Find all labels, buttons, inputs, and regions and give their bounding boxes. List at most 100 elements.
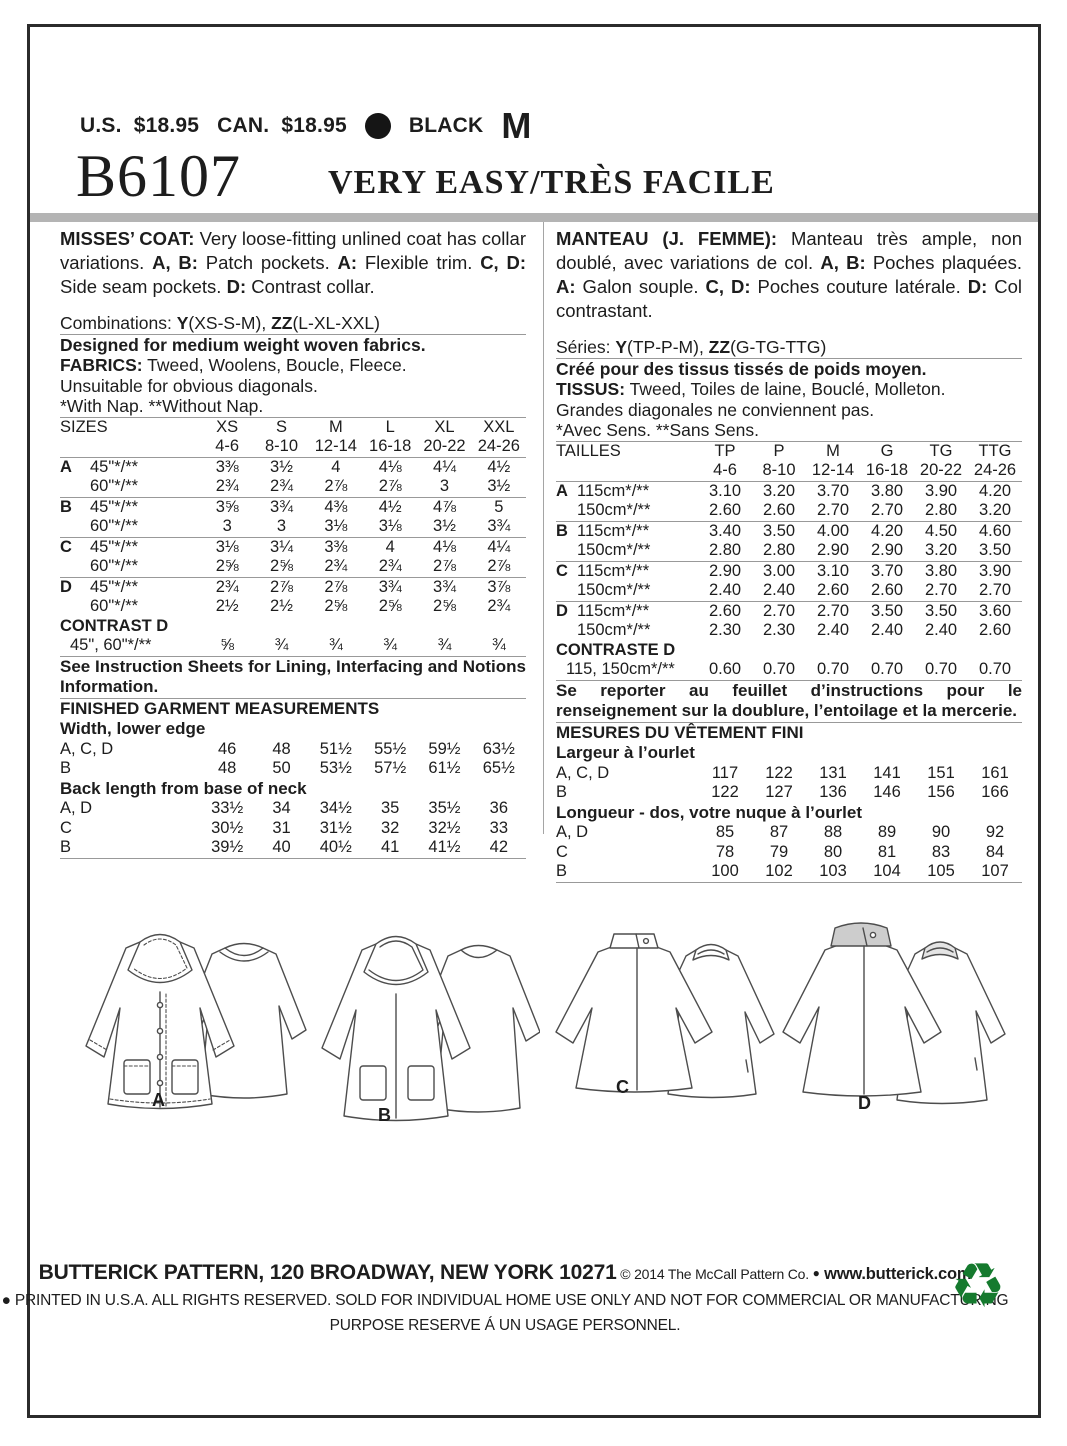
table-row: 60"*/** 2¾ 2¾ 2⅞ 2⅞ 3 3½: [60, 477, 526, 497]
table-row: 150cm*/** 2.60 2.60 2.70 2.70 2.80 3.20: [556, 501, 1022, 521]
cell: 61½: [428, 759, 461, 777]
cell: 4⅛: [378, 457, 402, 476]
yardage-group-b: B 115cm*/** 3.40 3.50 4.00 4.20 4.50 4.60 150cm…: [556, 520, 1022, 561]
cell: 3: [439, 477, 450, 495]
us-price-label: U.S. $18.95: [80, 114, 200, 137]
cell: 3.20: [978, 501, 1012, 519]
cell: 2¾: [487, 597, 511, 615]
cell: 32: [380, 818, 400, 837]
cell: 3⅜: [215, 457, 239, 476]
cell: 45", 60"*/**: [70, 636, 152, 654]
yardage-group-d: D 115cm*/** 2.60 2.70 2.70 3.50 3.50 3.60 150cm…: [556, 600, 1022, 641]
cell: A: [60, 457, 72, 476]
cell: 103: [819, 862, 847, 880]
garment-description-fr: MANTEAU (J. FEMME): Manteau très ample, …: [556, 228, 1022, 321]
yardage-group-a: A 45"*/** 3⅜ 3½ 4 4⅛ 4¼ 4½ 60"*/** 2¾ 2¾ 2⅞ 2⅞ 3 3½: [60, 456, 526, 497]
cell: 115cm*/**: [577, 521, 650, 540]
cell: 3.80: [924, 561, 958, 580]
cell: 4.50: [924, 521, 958, 540]
contrast-heading-row: CONTRASTE D: [556, 641, 1022, 661]
cell: ¾: [328, 636, 343, 654]
cell: 0.70: [870, 660, 904, 678]
cell: 51½: [319, 739, 352, 758]
table-row: A, D 85 87 88 89 90 92: [556, 823, 1022, 843]
cell: 4.60: [978, 521, 1012, 540]
cell: B: [556, 862, 568, 880]
table-row: A, C, D 46 48 51½ 55½ 59½ 63½: [60, 740, 526, 760]
table-subheader-row: 4-6 8-10 12-14 16-18 20-22 24-26: [60, 437, 526, 457]
back-length-label-en: Back length from base of neck: [60, 778, 307, 798]
cell: 4.20: [978, 481, 1012, 500]
cell: TP: [714, 441, 736, 460]
cell: 100: [711, 862, 739, 880]
cell: 0.70: [762, 660, 796, 678]
coat-a-illustration: [62, 908, 312, 1120]
cell: 2⅝: [378, 597, 402, 615]
cell: 2.60: [708, 501, 742, 519]
cell: 41½: [428, 838, 461, 856]
cell: 3: [222, 517, 232, 535]
contrast-row: 45", 60"*/** ⅝ ¾ ¾ ¾ ¾ ¾: [60, 636, 526, 656]
cell: 12-14: [314, 437, 357, 455]
cell: 81: [877, 842, 897, 861]
garment-description-en: MISSES’ COAT: Very loose-fitting unlined…: [60, 228, 527, 297]
cell: ¾: [383, 636, 398, 654]
cell: 60"*/**: [90, 597, 139, 615]
cell: 50: [272, 759, 291, 777]
table-row: C 45"*/** 3⅛ 3¼ 3⅜ 4 4⅛ 4¼: [60, 538, 526, 558]
cell: 80: [823, 842, 843, 861]
cell: 2.80: [924, 501, 958, 519]
table-row: B 122 127 136 146 156 166: [556, 783, 1022, 803]
footer-line-1: BUTTERICK PATTERN, 120 BROADWAY, NEW YOR…: [0, 1261, 1010, 1285]
cell: 3⅜: [324, 537, 348, 556]
cell: 84: [985, 842, 1005, 861]
cell: 3⅝: [215, 497, 239, 516]
cell: 107: [981, 862, 1009, 880]
table-row: 150cm*/** 2.80 2.80 2.90 2.90 3.20 3.50: [556, 541, 1022, 561]
contrast-label: CONTRAST D: [60, 616, 169, 635]
table-bottom-rule: [60, 857, 526, 859]
cell: 3.40: [708, 521, 742, 540]
cell: 2.60: [762, 501, 796, 519]
cell: 65½: [482, 759, 515, 777]
cell: 3.50: [924, 601, 958, 620]
cell: 60"*/**: [90, 557, 139, 575]
cell: C: [60, 818, 72, 837]
price-line: U.S. $18.95 CAN. $18.95 BLACK M: [80, 108, 532, 144]
view-b-label: B: [378, 1105, 391, 1125]
cell: 90: [931, 823, 951, 841]
pattern-number: B6107: [76, 143, 242, 209]
designed-line-fr: Créé pour des tissus tissés de poids moy…: [556, 357, 1022, 380]
table-header-row: SIZES XS S M L XL XXL: [60, 416, 526, 438]
cell: 2.70: [978, 581, 1012, 599]
table-row: D 115cm*/** 2.60 2.70 2.70 3.50 3.50 3.60: [556, 602, 1022, 622]
cell: A, C, D: [60, 739, 114, 758]
cell: 2.60: [978, 621, 1012, 639]
cell: 2.40: [816, 621, 850, 639]
cell: 105: [927, 862, 955, 880]
cell: 39½: [211, 838, 244, 856]
contrast-heading-row: CONTRAST D: [60, 617, 526, 637]
size-letter: M: [501, 105, 532, 146]
cell: M: [328, 417, 343, 436]
cell: 3½: [433, 517, 456, 535]
width-label-en: Width, lower edge: [60, 719, 206, 738]
table-row: A, C, D 117 122 131 141 151 161: [556, 764, 1022, 784]
cell: 3.50: [762, 521, 796, 540]
cell: 31: [272, 818, 291, 837]
cell: 2⅞: [378, 477, 402, 495]
table-bottom-rule: [556, 881, 1022, 883]
cell: 60"*/**: [90, 477, 139, 495]
cell: 146: [873, 783, 901, 801]
table-row: D 45"*/** 2¾ 2⅞ 2⅞ 3¾ 3¾ 3⅞: [60, 578, 526, 598]
table-row: B 48 50 53½ 57½ 61½ 65½: [60, 759, 526, 779]
cell: 34: [272, 799, 291, 817]
table-row: 150cm*/** 2.30 2.30 2.40 2.40 2.40 2.60: [556, 621, 1022, 641]
cell: 2.70: [924, 581, 958, 599]
cell: 42: [489, 838, 508, 856]
cell: 2.80: [762, 541, 796, 559]
unsuitable-line: Unsuitable for obvious diagonals.: [60, 375, 318, 396]
cell: 35: [380, 799, 400, 817]
table-row: A, D 33½ 34 34½ 35 35½ 36: [60, 799, 526, 819]
cell: 3⅞: [487, 577, 511, 596]
